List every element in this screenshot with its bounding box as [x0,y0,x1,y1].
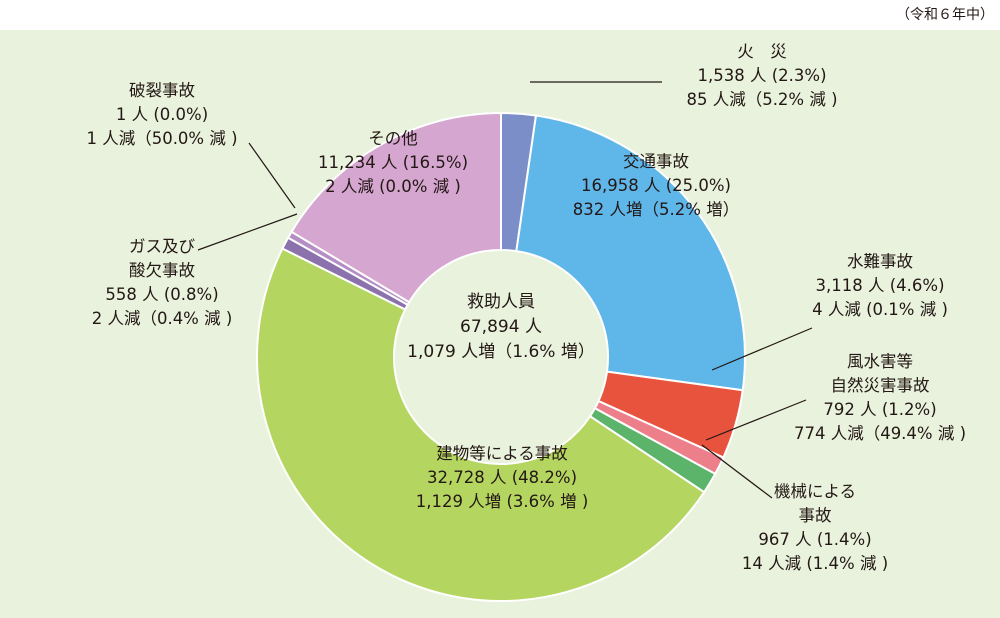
slice-name-4-1: 事故 [798,506,832,525]
slice-label-6: ガス及び酸欠事故 558 人 (0.8%) 2 人減（0.4% 減 ) [92,235,233,331]
slice-1 [515,114,746,392]
leader-line-3 [705,399,807,441]
donut-chart [197,81,813,602]
slice-count-1: 16,958 人 (25.0%) [580,176,731,195]
slice-name-8-0: その他 [368,129,418,148]
slice-count-5: 32,728 人 (48.2%) [426,468,578,487]
slice-name-2-0: 水難事故 [847,252,913,271]
slice-name-3-0: 風水害等 [847,352,913,371]
slice-change-2: 4 人減 (0.1% 減 ) [812,300,948,319]
leader-line-7 [248,142,296,209]
slice-count-7: 1 人 (0.0%) [115,105,209,124]
slice-label-5: 建物等による事故 32,728 人 (48.2%) 1,129 人増 (3.6% 増… [416,442,589,514]
slice-5 [256,247,706,602]
slice-change-1: 832 人増（5.2% 増） [572,200,740,219]
leader-line-2 [711,327,813,371]
slice-label-4: 機械による事故 967 人 (1.4%) 14 人減 (1.4% 減 ) [742,480,888,576]
slice-count-2: 3,118 人 (4.6%) [815,276,945,295]
slice-name-1-0: 交通事故 [623,152,689,171]
slice-label-0: 火 災 1,538 人 (2.3%) 85 人減（5.2% 減 ) [686,40,837,112]
slice-8 [290,111,502,304]
chart-panel: 救助人員 67,894 人 1,079 人増（1.6% 増） 火 災 1,538 … [0,30,1000,618]
slice-label-7: 破裂事故 1 人 (0.0%) 1 人減（50.0% 減 ) [86,79,237,151]
slice-name-5-0: 建物等による事故 [436,444,568,463]
slice-change-3: 774 人減（49.4% 減 ) [793,424,967,443]
slice-count-0: 1,538 人 (2.3%) [697,66,827,85]
slice-change-4: 14 人減 (1.4% 減 ) [741,554,889,573]
slice-name-6-1: 酸欠事故 [129,261,195,280]
slice-count-3: 792 人 (1.2%) [823,400,937,419]
center-label: 救助人員 67,894 人 1,079 人増（1.6% 増） [407,290,595,365]
slice-change-8: 2 人減 (0.0% 減 ) [325,177,461,196]
center-title: 救助人員 [466,292,535,312]
slice-name-0-0: 火 災 [737,42,787,61]
leader-line-4 [701,444,773,499]
slice-change-0: 85 人減（5.2% 減 ) [686,90,838,109]
slice-label-3: 風水害等自然災害事故 792 人 (1.2%) 774 人減（49.4% 減 ) [794,350,966,446]
slice-change-7: 1 人減（50.0% 減 ) [86,129,238,148]
slice-change-6: 2 人減（0.4% 減 ) [91,309,233,328]
slice-count-6: 558 人 (0.8%) [105,285,219,304]
leader-line-6 [197,213,298,251]
slice-name-3-1: 自然災害事故 [830,376,930,395]
center-change: 1,079 人増（1.6% 増） [407,342,595,362]
slice-count-4: 967 人 (1.4%) [758,530,872,549]
slice-label-2: 水難事故 3,118 人 (4.6%) 4 人減 (0.1% 減 ) [812,250,948,322]
slice-name-7-0: 破裂事故 [129,81,195,100]
slice-label-1: 交通事故 16,958 人 (25.0%) 832 人増（5.2% 増） [573,150,739,222]
period-note: （令和６年中） [896,7,994,23]
slice-name-4-0: 機械による [773,482,856,501]
slice-label-8: その他 11,234 人 (16.5%) 2 人減 (0.0% 減 ) [318,127,468,199]
slice-change-5: 1,129 人増 (3.6% 増 ) [415,492,589,511]
center-total: 67,894 人 [460,317,542,337]
slice-name-6-0: ガス及び [129,237,195,256]
slice-count-8: 11,234 人 (16.5%) [317,153,469,172]
